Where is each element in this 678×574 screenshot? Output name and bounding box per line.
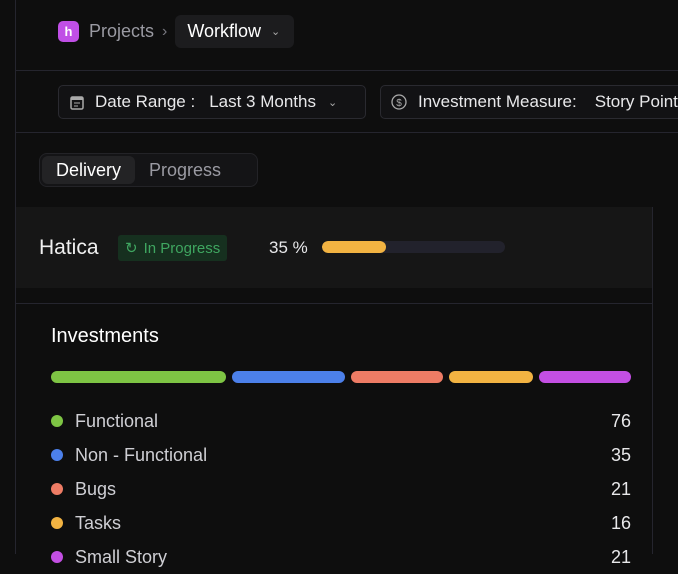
investment-measure-value: Story Points <box>594 92 678 111</box>
svg-text:$: $ <box>396 98 402 109</box>
legend-value: 21 <box>610 546 631 567</box>
app-logo-icon: h <box>58 21 79 42</box>
legend-item: Bugs 21 <box>51 472 631 506</box>
investments-title: Investments <box>51 325 159 347</box>
legend-item: Tasks 16 <box>51 506 631 540</box>
investment-measure-label: Investment Measure: <box>418 92 577 111</box>
chevron-down-icon: ⌄ <box>271 26 281 38</box>
investment-legend: Functional 76 Non - Functional 35 Bugs 21 Task… <box>51 404 631 574</box>
legend-value: 21 <box>610 478 631 499</box>
date-range-label: Date Range : <box>95 92 196 111</box>
project-name: Hatica <box>39 236 99 259</box>
legend-dot-icon <box>51 483 63 495</box>
legend-label: Bugs <box>75 478 117 499</box>
chevron-right-icon: › <box>162 22 168 40</box>
legend-value: 76 <box>610 410 631 431</box>
calendar-icon <box>70 96 84 110</box>
progress-fill <box>322 241 387 253</box>
investment-bar <box>51 371 631 383</box>
legend-dot-icon <box>51 517 63 529</box>
dollar-icon: $ <box>391 94 407 110</box>
breadcrumb: h Projects › Workflow ⌄ <box>58 15 295 48</box>
progress-percent: 35 % <box>269 238 308 257</box>
divider <box>16 132 678 133</box>
tab-delivery[interactable]: Delivery <box>42 156 136 184</box>
status-text: In Progress <box>143 239 221 257</box>
investment-segment[interactable] <box>51 371 226 383</box>
chevron-down-icon: ⌄ <box>327 96 338 109</box>
date-range-dropdown[interactable]: Date Range : Last 3 Months ⌄ <box>58 85 366 119</box>
date-range-value: Last 3 Months <box>209 92 316 111</box>
divider <box>16 303 652 304</box>
legend-dot-icon <box>51 415 63 427</box>
breadcrumb-projects[interactable]: Projects <box>89 21 155 41</box>
progress-bar <box>322 241 505 253</box>
legend-dot-icon <box>51 449 63 461</box>
legend-value: 16 <box>610 512 631 533</box>
workflow-label: Workflow <box>187 21 262 41</box>
view-tabs: Delivery Progress <box>39 153 258 187</box>
investment-segment[interactable] <box>539 371 631 383</box>
sidebar-border <box>15 0 16 554</box>
legend-dot-icon <box>51 551 63 563</box>
status-badge: ↻ In Progress <box>118 235 228 261</box>
legend-item: Non - Functional 35 <box>51 438 631 472</box>
investment-segment[interactable] <box>350 371 443 383</box>
legend-item: Small Story 21 <box>51 540 631 574</box>
investment-segment[interactable] <box>448 371 534 383</box>
tab-progress[interactable]: Progress <box>149 159 222 180</box>
legend-label: Small Story <box>75 546 168 567</box>
investment-segment[interactable] <box>231 371 345 383</box>
investment-measure-dropdown[interactable]: $ Investment Measure: Story Points <box>380 85 678 119</box>
divider <box>652 207 653 554</box>
refresh-icon: ↻ <box>125 240 138 257</box>
legend-value: 35 <box>610 444 631 465</box>
legend-label: Tasks <box>75 512 122 533</box>
legend-label: Non - Functional <box>75 444 208 465</box>
legend-label: Functional <box>75 410 159 431</box>
legend-item: Functional 76 <box>51 404 631 438</box>
project-summary: Hatica ↻ In Progress 35 % <box>16 207 652 288</box>
divider <box>16 70 678 71</box>
workflow-dropdown[interactable]: Workflow ⌄ <box>175 15 295 48</box>
